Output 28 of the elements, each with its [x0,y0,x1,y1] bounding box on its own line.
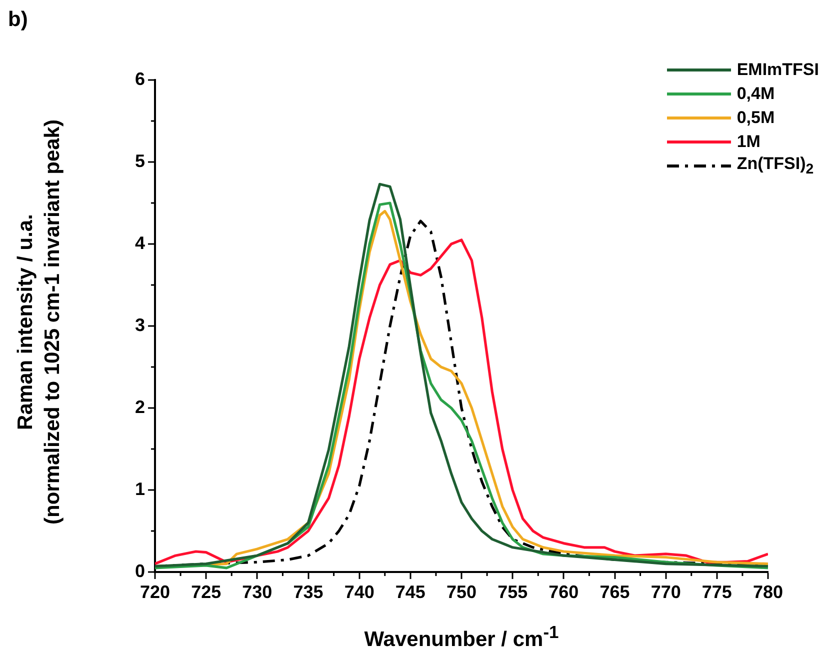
y-tick-label: 5 [134,150,145,171]
y-tick-label: 0 [134,560,145,581]
y-axis-title: Raman intensity / u.a. (normalized to 1025 cm-1 invariant peak) [13,118,65,526]
x-tick-label: 735 [293,582,324,602]
y-tick-label: 6 [134,68,145,89]
legend-label: EMImTFSI [736,60,819,80]
legend-label: 0,4M [736,84,775,104]
x-tick-label: 720 [140,582,170,602]
x-tick-label: 730 [242,582,272,602]
x-tick-label: 765 [600,582,630,602]
y-tick-label: 3 [134,314,145,335]
x-tick-label: 770 [650,582,681,602]
x-tick-label: 755 [498,582,528,602]
y-tick-label: 4 [134,232,145,253]
legend-label: 1M [736,132,760,152]
x-tick-label: 745 [395,582,426,602]
legend-label: 0,5M [736,108,775,128]
x-axis-title: Wavenumber / cm$^{-1}$ [363,622,560,652]
y-tick-label: 2 [134,396,145,417]
x-tick-label: 780 [752,582,784,602]
text: b) [8,8,28,32]
x-tick-label: 760 [548,582,579,602]
x-tick-label: 740 [344,582,374,602]
x-tick-label: 750 [446,582,477,602]
x-tick-label: 725 [191,582,222,602]
legend-label: Zn(TFSI)$_{2}$ [736,154,814,178]
y-tick-label: 1 [134,478,145,499]
x-tick-label: 775 [702,582,732,602]
